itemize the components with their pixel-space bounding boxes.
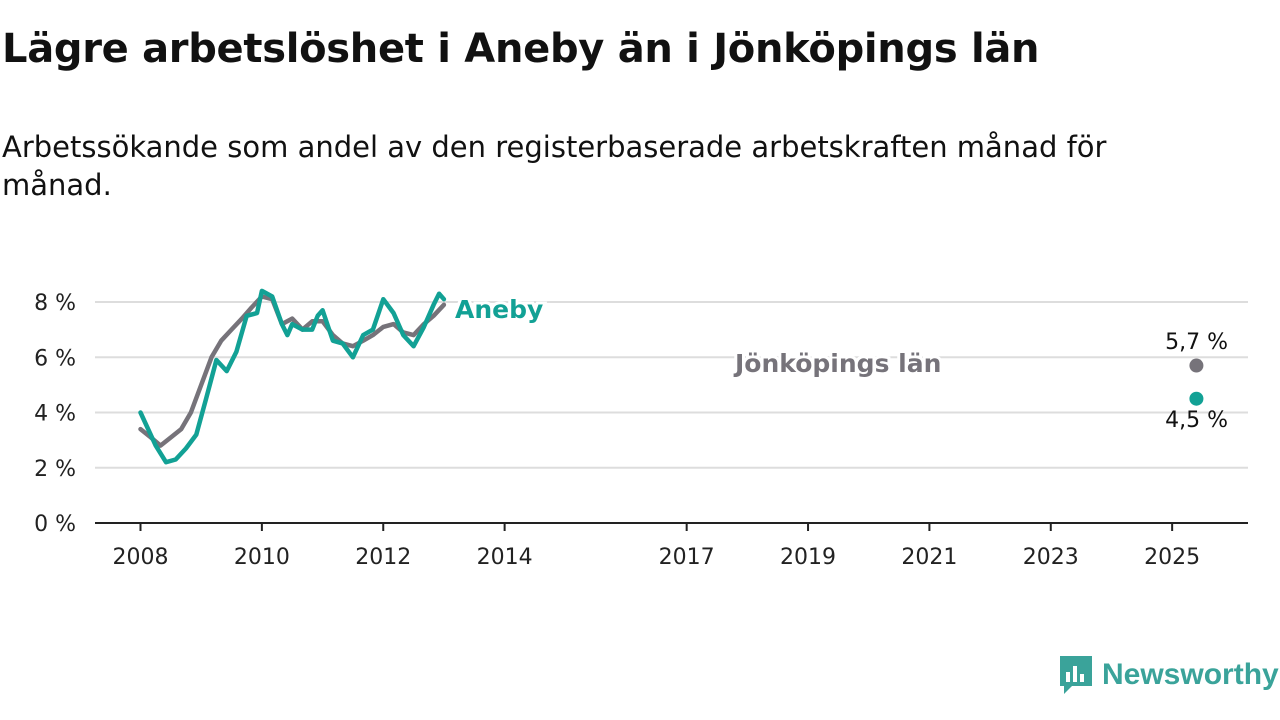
end-label-jonkopings-lan: 5,7 % (1165, 330, 1228, 355)
y-tick-label: 0 % (34, 512, 76, 537)
x-tick-label: 2023 (1023, 545, 1079, 570)
end-point-aneby (1189, 391, 1204, 406)
x-tick-label: 2012 (355, 545, 411, 570)
newsworthy-logo-icon (1060, 656, 1092, 694)
x-tick-label: 2021 (901, 545, 957, 570)
y-tick-label: 2 % (34, 457, 76, 482)
chart-title: Lägre arbetslöshet i Aneby än i Jönköpin… (2, 26, 1040, 72)
series-line-aneby (138, 288, 447, 465)
y-axis-ticks: 0 % 2 % 4 % 6 % 8 % (34, 291, 76, 537)
x-tick-label: 2019 (780, 545, 836, 570)
series-label-aneby: Aneby (455, 295, 543, 324)
end-point-jonkopings-lan (1189, 358, 1204, 373)
end-label-aneby: 4,5 % (1165, 408, 1228, 433)
y-tick-label: 4 % (34, 402, 76, 427)
x-tick-label: 2017 (659, 545, 715, 570)
y-tick-label: 6 % (34, 346, 76, 371)
x-axis-ticks: 2008 2010 2012 2014 2017 2019 2021 2023 2025 (95, 522, 1248, 570)
y-tick-label: 8 % (34, 291, 76, 316)
series-labels: Aneby Jönköpings län 5,7 % 4,5 % (452, 292, 1228, 433)
series-line-jonkopings-lan (138, 294, 447, 448)
x-tick-label: 2014 (477, 545, 533, 570)
x-tick-label: 2008 (113, 545, 169, 570)
series-lines (138, 288, 447, 465)
series-label-jonkopings-lan: Jönköpings län (733, 349, 941, 378)
newsworthy-brand: Newsworthy (1058, 654, 1279, 696)
chart-subtitle: Arbetssökande som andel av den registerb… (2, 130, 1107, 202)
x-tick-label: 2025 (1144, 545, 1200, 570)
line-chart: 0 % 2 % 4 % 6 % 8 % 2008 2010 2012 2014 2017 2019… (34, 288, 1248, 570)
grid-lines (95, 301, 1248, 469)
x-tick-label: 2010 (234, 545, 290, 570)
brand-name: Newsworthy (1102, 658, 1279, 691)
